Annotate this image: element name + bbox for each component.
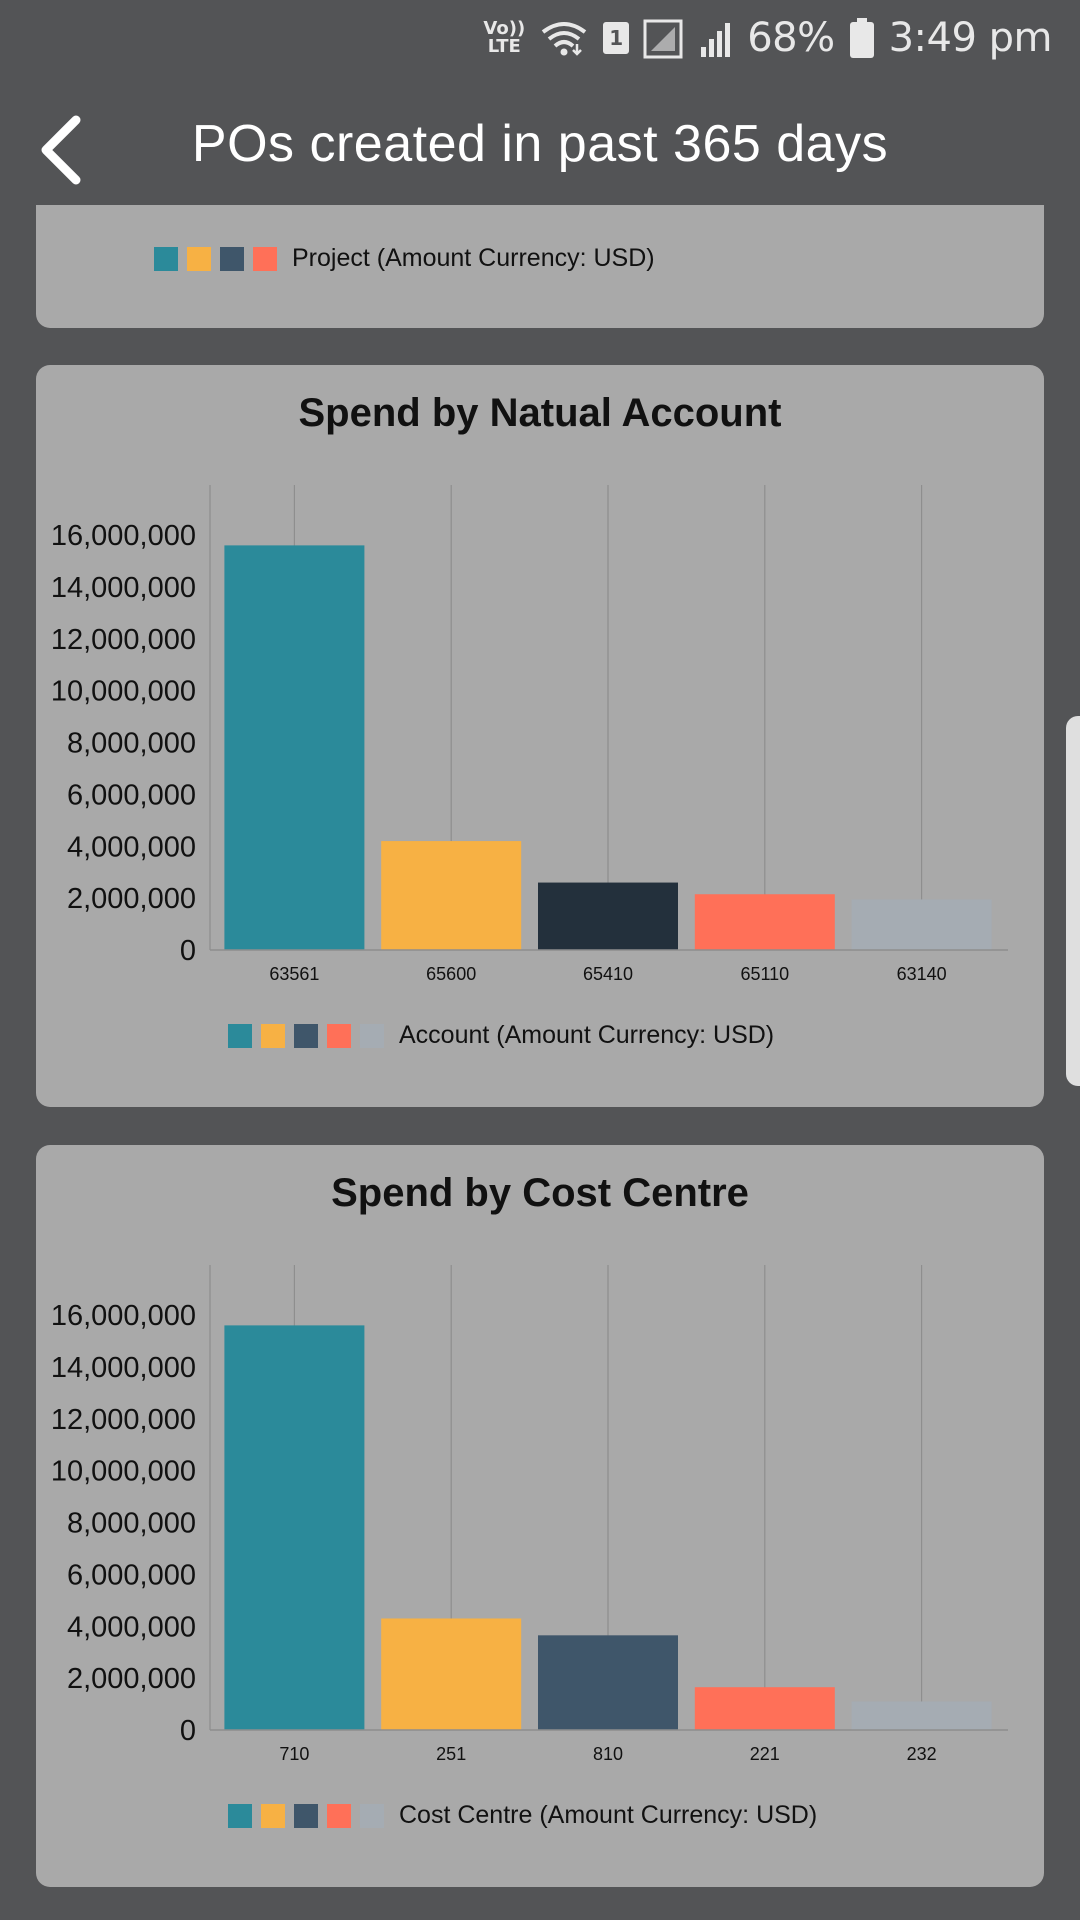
cost-centre-chart-card: Spend by Cost Centre 0 2,000,000 4,000,000…	[36, 1145, 1044, 1887]
account-legend: Account (Amount Currency: USD)	[228, 1021, 774, 1050]
lte-label: LTE	[487, 36, 521, 57]
y-tick-label: 12,000,000	[51, 1404, 196, 1436]
y-tick-label: 6,000,000	[67, 779, 196, 811]
volte-label: Vo))	[483, 18, 526, 39]
legend-label: Account (Amount Currency: USD)	[399, 1021, 775, 1049]
legend-swatch	[187, 246, 211, 271]
battery-percent: 68%	[747, 15, 835, 61]
sim-card-icon: 1	[603, 22, 630, 54]
scrollbar-thumb[interactable]	[1066, 716, 1080, 1086]
back-arrow-icon[interactable]	[30, 110, 110, 190]
x-tick-label: 65410	[583, 964, 633, 984]
status-icons: Vo)) LTE 1 68% 3:49 pm	[483, 10, 1052, 66]
y-tick-label: 14,000,000	[51, 572, 196, 604]
status-bar: Vo)) LTE 1 68% 3:49 pm	[0, 0, 1080, 76]
x-tick-label: 810	[593, 1744, 623, 1764]
app-bar: POs created in past 365 days	[0, 76, 1080, 222]
account-bar-chart: 0 2,000,000 4,000,000 6,000,000 8,000,000 10,…	[51, 485, 1008, 984]
cost-centre-bar-chart: 0 2,000,000 4,000,000 6,000,000 8,000,000 10,…	[51, 1265, 1008, 1764]
page-title: POs created in past 365 days	[191, 115, 889, 173]
legend-swatch	[294, 1023, 318, 1048]
signal-icon	[643, 19, 683, 59]
y-tick-label: 14,000,000	[51, 1352, 196, 1384]
x-tick-label: 710	[279, 1744, 309, 1764]
account-chart-card: Spend by Natual Account 0 2,000,000 4,000,…	[36, 365, 1044, 1107]
legend-swatch	[220, 246, 244, 271]
legend-label: Cost Centre (Amount Currency: USD)	[399, 1801, 818, 1829]
y-tick-label: 6,000,000	[67, 1559, 196, 1591]
y-tick-label: 4,000,000	[67, 1611, 196, 1643]
legend-swatch	[228, 1803, 252, 1828]
legend-swatch	[327, 1023, 351, 1048]
legend-swatch	[327, 1803, 351, 1828]
y-tick-label: 0	[180, 935, 196, 967]
chart-title: Spend by Natual Account	[298, 391, 782, 435]
x-tick-label: 63561	[269, 964, 319, 984]
x-tick-label: 221	[750, 1744, 780, 1764]
legend-swatch	[261, 1803, 285, 1828]
legend-swatch	[360, 1803, 384, 1828]
wifi-icon	[541, 22, 587, 56]
battery-icon	[849, 18, 874, 58]
x-tick-label: 232	[907, 1744, 937, 1764]
signal-strength-icon	[701, 23, 731, 57]
x-tick-label: 65110	[740, 964, 789, 984]
legend-swatch	[360, 1023, 384, 1048]
y-tick-label: 4,000,000	[67, 831, 196, 863]
y-tick-label: 16,000,000	[51, 1300, 196, 1332]
cost-centre-legend: Cost Centre (Amount Currency: USD)	[228, 1801, 817, 1830]
legend-label: Project (Amount Currency: USD)	[292, 244, 655, 272]
bar-63561[interactable]	[224, 545, 365, 950]
legend-swatch	[253, 246, 277, 271]
legend-swatch	[154, 246, 178, 271]
bar-63140[interactable]	[851, 899, 992, 950]
bar-65410[interactable]	[538, 882, 678, 950]
x-tick-label: 63140	[897, 964, 947, 984]
y-tick-label: 2,000,000	[67, 1663, 196, 1695]
y-tick-label: 8,000,000	[67, 728, 196, 760]
legend-swatch	[228, 1023, 252, 1048]
sim-label: 1	[609, 26, 624, 50]
x-tick-label: 65600	[426, 964, 476, 984]
bar-65600[interactable]	[381, 841, 522, 950]
volte-indicator: Vo)) LTE	[483, 20, 525, 56]
project-legend: Project (Amount Currency: USD)	[154, 244, 655, 273]
bar-232[interactable]	[851, 1701, 992, 1730]
y-tick-label: 2,000,000	[67, 883, 196, 915]
y-tick-label: 8,000,000	[67, 1508, 196, 1540]
bar-65110[interactable]	[694, 894, 835, 950]
bar-810[interactable]	[538, 1635, 678, 1730]
y-tick-label: 10,000,000	[51, 676, 196, 708]
legend-swatches	[228, 1803, 393, 1828]
project-chart-card: Project (Amount Currency: USD)	[36, 205, 1044, 328]
clock: 3:49 pm	[888, 15, 1053, 61]
legend-swatch	[294, 1803, 318, 1828]
chart-title: Spend by Cost Centre	[331, 1171, 749, 1215]
y-tick-label: 12,000,000	[51, 624, 196, 656]
x-tick-label: 251	[436, 1744, 466, 1764]
y-tick-label: 16,000,000	[51, 520, 196, 552]
bar-251[interactable]	[381, 1618, 522, 1730]
bar-710[interactable]	[224, 1325, 365, 1730]
y-tick-label: 10,000,000	[51, 1456, 196, 1488]
legend-swatches	[154, 246, 286, 271]
y-tick-label: 0	[180, 1715, 196, 1747]
legend-swatch	[261, 1023, 285, 1048]
legend-swatches	[228, 1023, 393, 1048]
bar-221[interactable]	[694, 1687, 835, 1730]
